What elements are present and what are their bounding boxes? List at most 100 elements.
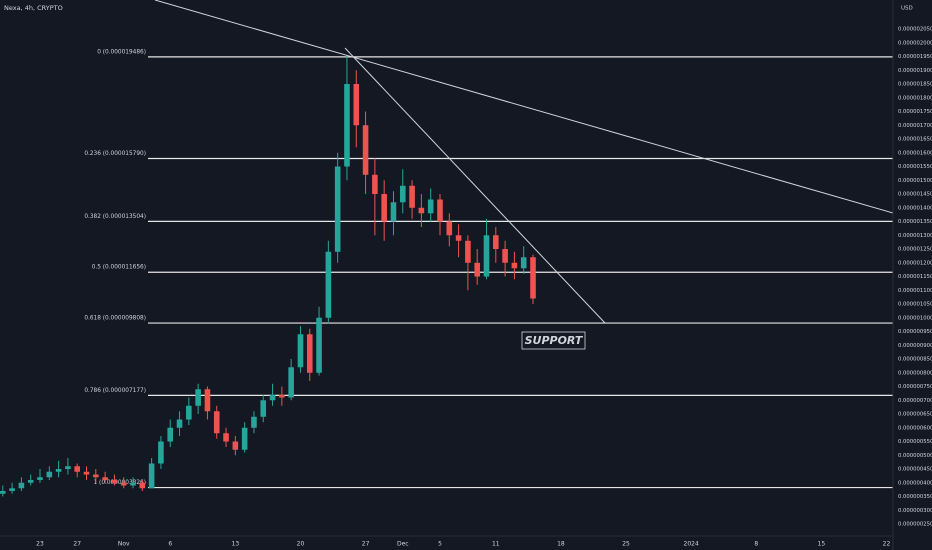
fib-label: 0.236 (0.000015790) <box>84 151 146 157</box>
candle-body <box>502 249 508 263</box>
candle-body <box>362 125 369 175</box>
candle-body <box>427 199 434 214</box>
candle-body <box>213 411 220 434</box>
x-tick-label: 18 <box>557 541 565 548</box>
x-tick-label: 8 <box>754 541 758 548</box>
candle-body <box>288 367 294 398</box>
candle-body <box>111 480 118 483</box>
candle-body <box>260 400 267 417</box>
candle-body <box>27 480 34 483</box>
candle-body <box>148 463 155 489</box>
candle-body <box>372 174 378 195</box>
candle-body <box>493 235 499 250</box>
candle-body <box>344 84 350 167</box>
candle-body <box>9 488 15 492</box>
x-tick-label: 5 <box>438 541 442 548</box>
candle-body <box>55 469 62 472</box>
x-tick-label: 13 <box>232 541 240 548</box>
trend-line <box>154 0 894 214</box>
candle-body <box>465 240 471 263</box>
candle-body <box>530 257 536 299</box>
candle-body <box>130 482 136 486</box>
candle-body <box>455 235 462 241</box>
x-tick-label: 27 <box>362 541 370 548</box>
candle-body <box>83 471 90 475</box>
candle-body <box>390 202 397 222</box>
trend-line <box>344 47 606 324</box>
fib-label: 0.786 (0.000007177) <box>84 388 146 394</box>
fib-label: 0.618 (0.000009808) <box>84 316 146 322</box>
currency: USD <box>901 6 913 12</box>
x-tick-label: 20 <box>297 541 305 548</box>
candle-body <box>251 416 257 428</box>
candle-body <box>18 482 25 489</box>
candle-body <box>93 474 99 478</box>
candle-body <box>176 419 183 428</box>
fib-label: 0.5 (0.000011656) <box>92 265 146 271</box>
candle-body <box>232 441 239 450</box>
x-tick-label: 25 <box>622 541 630 548</box>
candle-body <box>223 433 229 442</box>
x-tick-label: 22 <box>883 541 891 548</box>
candle-body <box>46 471 53 478</box>
x-tick-label: Dec <box>397 541 409 548</box>
candle-body <box>297 334 304 368</box>
candle-body <box>446 221 453 236</box>
x-tick-label: 27 <box>73 541 81 548</box>
candle-body <box>418 207 425 214</box>
candle-body <box>120 482 127 486</box>
candle-body <box>158 441 164 464</box>
candle-body <box>204 389 211 412</box>
fib-levels: 0 (0.000019486) 0.236 (0.000015790) 0.382 … <box>84 49 893 489</box>
candle-body <box>511 262 518 269</box>
x-tick-label: 11 <box>492 541 500 548</box>
fib-label: 0 (0.000019486) <box>97 49 146 55</box>
annotation: SUPPORT <box>525 334 584 347</box>
candle-body <box>381 194 387 222</box>
candle-body <box>409 185 415 208</box>
candle-body <box>520 257 527 269</box>
candle-body <box>279 394 285 398</box>
x-tick-label: 15 <box>818 541 826 548</box>
candle-body <box>483 235 490 277</box>
candles <box>0 56 536 497</box>
candle-body <box>325 251 332 318</box>
candle-body <box>186 405 192 420</box>
x-tick-label: 23 <box>36 541 44 548</box>
candle-body <box>102 477 108 481</box>
candle-body <box>269 394 276 401</box>
x-tick-label: 2024 <box>684 541 699 548</box>
candle-body <box>334 166 341 252</box>
candle-body <box>353 84 360 126</box>
candle-body <box>139 482 146 489</box>
